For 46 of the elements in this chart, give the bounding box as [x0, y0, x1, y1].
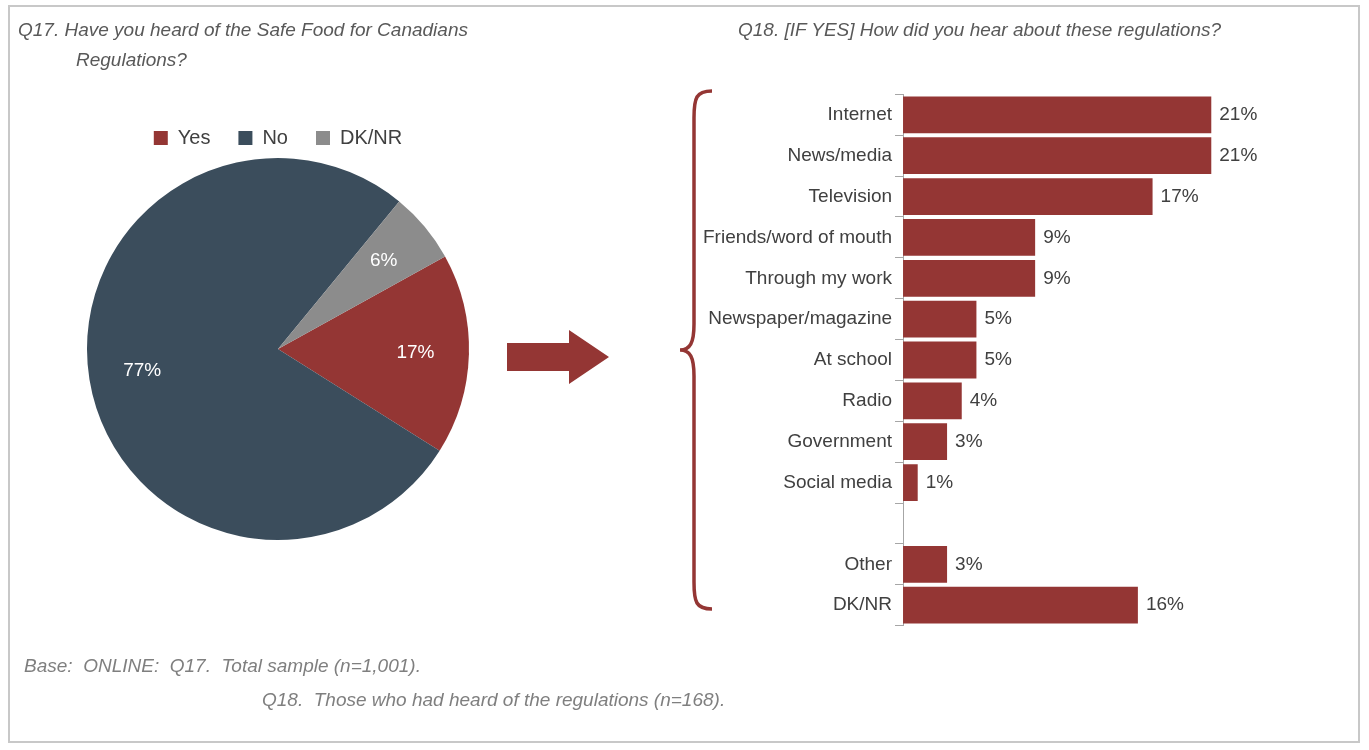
y-tick-label: Newspaper/magazine	[708, 307, 893, 329]
y-tick-label: Social media	[783, 470, 893, 492]
y-tick-label: Internet	[827, 103, 893, 125]
data-label: 5%	[984, 348, 1012, 370]
data-label: 3%	[955, 552, 983, 574]
y-tick-label: DK/NR	[832, 593, 893, 615]
bar	[903, 382, 962, 420]
y-tick-label: Other	[844, 552, 893, 574]
data-label: 3%	[955, 429, 983, 451]
chart-title: Q18. [IF YES] How did you hear about these regulations?	[738, 18, 1223, 42]
bar	[903, 259, 1036, 297]
data-label: 17%	[396, 341, 435, 363]
bar	[903, 545, 948, 583]
data-label: 21%	[1219, 103, 1258, 125]
y-tick-label: Government	[787, 429, 893, 451]
bar	[903, 341, 977, 379]
y-tick-label: News/media	[787, 143, 893, 165]
data-label: 6%	[369, 249, 398, 271]
data-label: 5%	[984, 307, 1012, 329]
data-label: 1%	[925, 470, 954, 492]
bar	[903, 96, 1212, 134]
data-label: 17%	[1160, 184, 1199, 206]
bar	[903, 464, 918, 501]
chart-title: Q17. Have you heard of the Safe Food for Canadians Regulations?	[18, 18, 469, 72]
y-tick-label: Radio	[842, 389, 893, 411]
bar	[903, 300, 977, 338]
data-label: 77%	[123, 359, 162, 381]
text: Q18. Those who had heard of the regulations (n=168).	[262, 688, 726, 712]
y-tick-label: Friends/word of mouth	[702, 225, 893, 247]
y-tick-label: At school	[813, 348, 893, 370]
bar	[903, 423, 948, 461]
legend-label: DK/NR	[339, 125, 403, 148]
data-label: 4%	[969, 389, 998, 411]
bar	[903, 178, 1153, 215]
bar	[903, 137, 1212, 175]
y-tick-label: Through my work	[745, 266, 893, 288]
legend-label: No	[262, 125, 288, 148]
data-label: 21%	[1219, 143, 1258, 165]
bar	[903, 219, 1036, 256]
data-label: 9%	[1043, 225, 1071, 247]
y-tick-label: Television	[808, 184, 893, 206]
data-label: 9%	[1043, 266, 1071, 288]
text: Base: ONLINE: Q17. Total sample (n=1,001).	[24, 654, 421, 678]
bar	[903, 586, 1138, 624]
data-label: 16%	[1145, 593, 1185, 615]
legend-label: Yes	[177, 125, 211, 148]
